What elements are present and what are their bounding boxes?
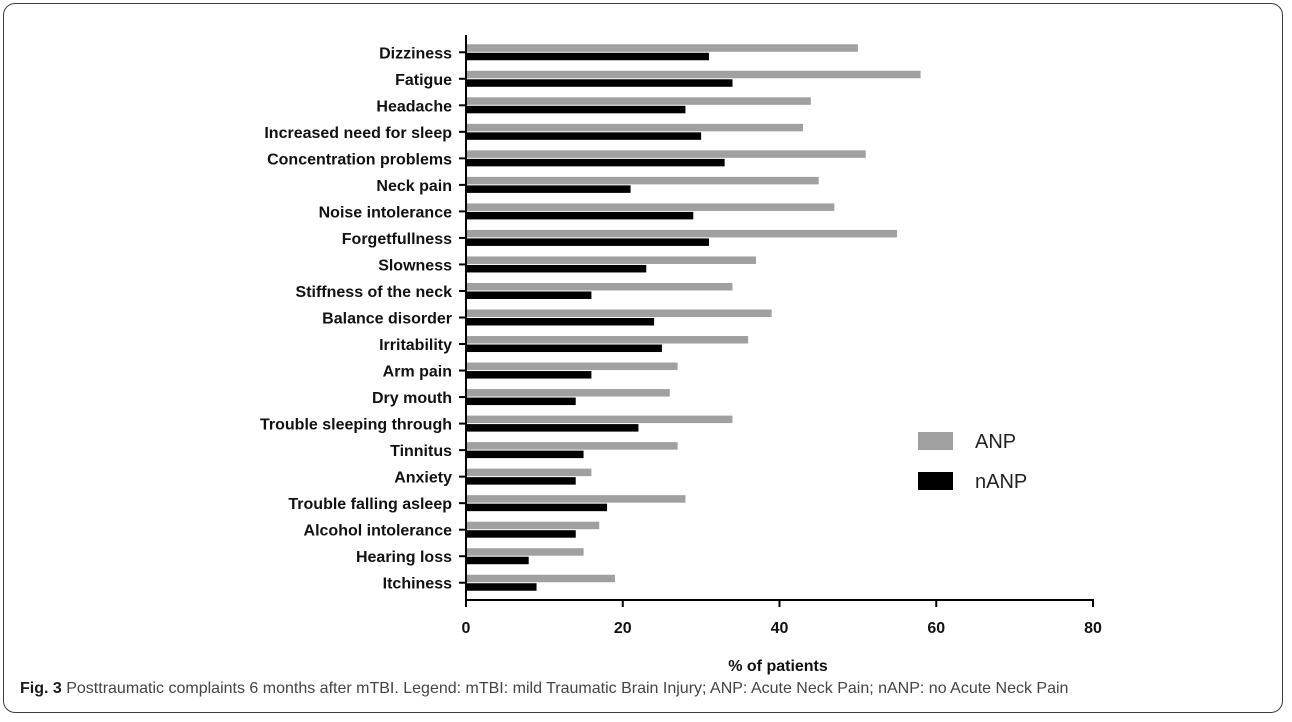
bar-nanp-6 xyxy=(466,185,631,193)
bars-layer xyxy=(466,44,921,591)
bar-anp-6 xyxy=(466,176,819,185)
category-label: Headache xyxy=(376,98,452,115)
bar-nanp-10 xyxy=(466,291,592,299)
bar-nanp-5 xyxy=(466,158,725,167)
category-label: Noise intolerance xyxy=(319,204,452,221)
legend-swatch-anp xyxy=(918,432,953,450)
category-label: Arm pain xyxy=(383,364,452,381)
category-label: Anxiety xyxy=(394,470,452,487)
category-label: Alcohol intolerance xyxy=(304,523,453,540)
legend-swatch-nanp xyxy=(918,472,953,490)
category-label: Dizziness xyxy=(379,45,452,62)
category-label: Forgetfullness xyxy=(342,231,452,248)
bar-nanp-8 xyxy=(466,238,709,246)
caption-text: Posttraumatic complaints 6 months after … xyxy=(66,680,1069,697)
bar-anp-16 xyxy=(466,442,678,450)
category-label: Slowness xyxy=(378,257,452,274)
bar-anp-21 xyxy=(466,574,615,583)
bar-anp-17 xyxy=(466,468,592,477)
bar-anp-11 xyxy=(466,309,772,317)
bar-anp-3 xyxy=(466,97,811,105)
x-tick-label: 40 xyxy=(771,620,789,637)
x-tick-label: 60 xyxy=(927,620,945,637)
category-label: Concentration problems xyxy=(267,151,452,168)
bar-nanp-9 xyxy=(466,264,647,273)
x-tick-label: 20 xyxy=(614,620,632,637)
category-label: Trouble sleeping through xyxy=(260,417,452,434)
bar-anp-10 xyxy=(466,282,733,291)
figure-caption: Fig. 3 Posttraumatic complaints 6 months… xyxy=(20,680,1282,698)
bar-nanp-4 xyxy=(466,132,702,140)
category-label: Trouble falling asleep xyxy=(288,496,452,513)
category-label: Irritability xyxy=(379,337,452,354)
bar-nanp-7 xyxy=(466,211,694,220)
bar-nanp-14 xyxy=(466,397,576,406)
category-label: Dry mouth xyxy=(372,390,452,407)
bar-anp-12 xyxy=(466,336,749,344)
x-tick-label: 80 xyxy=(1084,620,1102,637)
bar-anp-9 xyxy=(466,256,756,264)
labels-layer: Dizziness Fatigue Headache Increased need f… xyxy=(260,45,1102,637)
bar-anp-14 xyxy=(466,389,670,397)
bar-anp-13 xyxy=(466,362,678,371)
figure-frame xyxy=(3,3,1283,713)
bar-nanp-17 xyxy=(466,477,576,485)
bar-anp-15 xyxy=(466,415,733,424)
legend: ANP nANP xyxy=(918,431,1027,493)
bar-anp-7 xyxy=(466,203,835,211)
bar-nanp-18 xyxy=(466,503,608,512)
x-tick-label: 0 xyxy=(462,620,471,637)
caption-label: Fig. 3 xyxy=(20,680,62,697)
bar-anp-18 xyxy=(466,495,686,503)
bar-nanp-15 xyxy=(466,424,639,432)
bar-nanp-21 xyxy=(466,583,537,591)
axis-layer xyxy=(459,35,1094,607)
bar-nanp-20 xyxy=(466,556,529,565)
bar-nanp-11 xyxy=(466,318,655,326)
bar-nanp-2 xyxy=(466,79,733,87)
bar-anp-20 xyxy=(466,548,584,556)
bar-nanp-19 xyxy=(466,530,576,538)
category-label: Fatigue xyxy=(395,72,452,89)
bar-anp-19 xyxy=(466,521,600,530)
bar-anp-5 xyxy=(466,150,866,158)
category-label: Balance disorder xyxy=(322,311,452,328)
bar-anp-1 xyxy=(466,44,858,52)
bar-anp-2 xyxy=(466,70,921,79)
category-label: Stiffness of the neck xyxy=(296,284,453,301)
x-axis-title: % of patients xyxy=(728,658,828,675)
bar-nanp-13 xyxy=(466,371,592,379)
category-label: Itchiness xyxy=(383,576,452,593)
bar-anp-4 xyxy=(466,123,804,132)
bar-nanp-12 xyxy=(466,344,662,353)
bar-nanp-1 xyxy=(466,52,709,61)
legend-label-anp: ANP xyxy=(975,431,1016,453)
bar-anp-8 xyxy=(466,229,898,238)
category-label: Tinnitus xyxy=(390,443,452,460)
category-label: Increased need for sleep xyxy=(264,125,452,142)
bar-nanp-3 xyxy=(466,105,686,114)
bar-nanp-16 xyxy=(466,450,584,459)
category-label: Neck pain xyxy=(376,178,452,195)
category-label: Hearing loss xyxy=(356,549,452,566)
legend-label-nanp: nANP xyxy=(975,471,1027,493)
